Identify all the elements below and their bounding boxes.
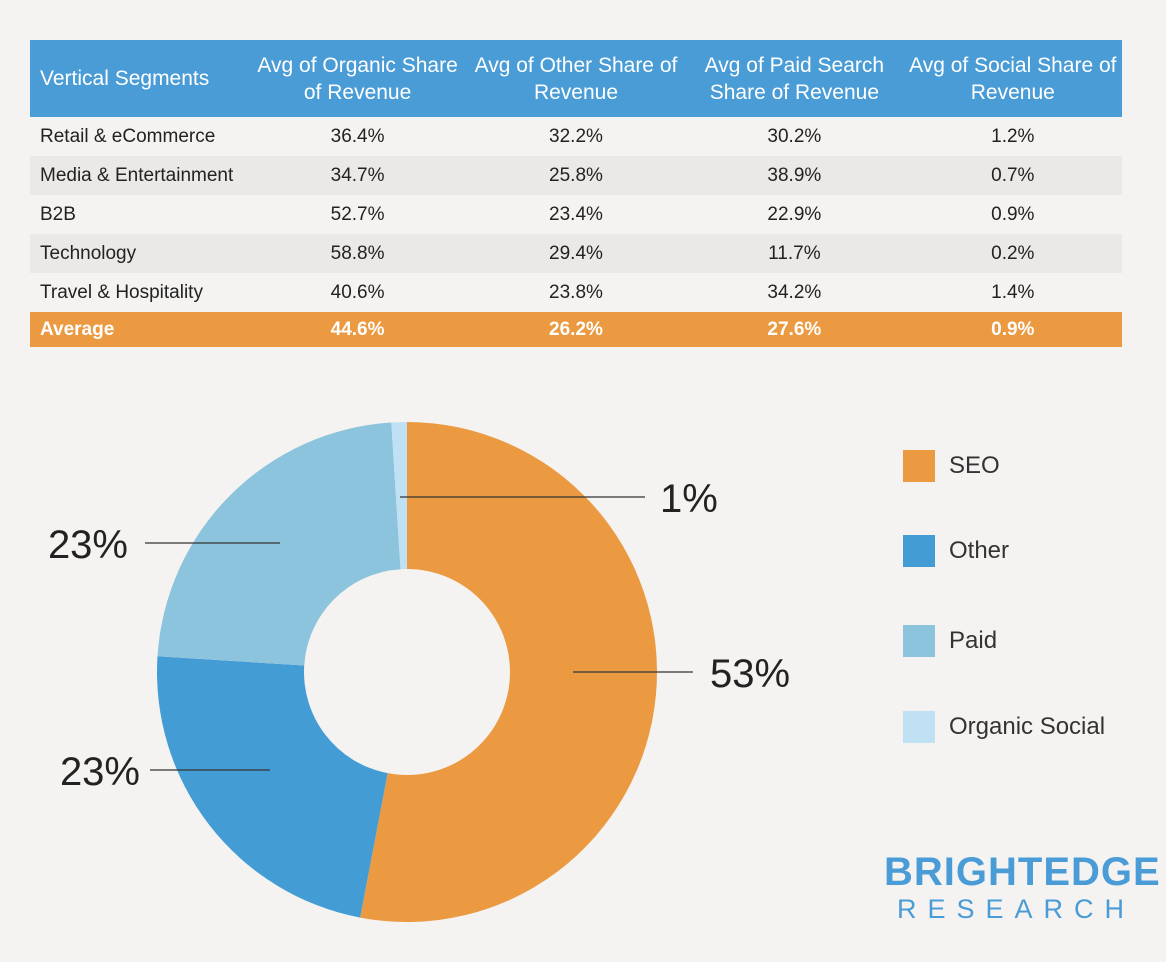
data-label-organic-social: 1% <box>660 477 718 521</box>
donut-slice-paid <box>157 422 401 666</box>
other-share: 32.2% <box>549 125 603 147</box>
average-row: Average 44.6% 26.2% 27.6% 0.9% <box>30 312 1122 347</box>
data-label-other: 23% <box>60 750 140 794</box>
column-header-other: Avg of Other Share of Revenue <box>466 40 686 117</box>
social-share: 0.9% <box>991 203 1035 225</box>
logo-subtitle: RESEARCH <box>896 894 1135 924</box>
column-header-organic: Avg of Organic Share of Revenue <box>248 40 467 117</box>
organic-share: 52.7% <box>330 203 385 225</box>
donut-slice-other <box>157 656 388 918</box>
revenue-share-table: Vertical Segments Avg of Organic Share o… <box>30 40 1122 347</box>
table-row: Retail & eCommerce 36.4% 32.2% 30.2% 1.2… <box>30 117 1122 156</box>
social-share: 0.2% <box>903 234 1122 273</box>
table-header-row: Vertical Segments Avg of Organic Share o… <box>30 40 1122 117</box>
organic-share: 36.4% <box>330 125 385 147</box>
segment-name: B2B <box>40 203 76 225</box>
legend-swatch-seo <box>903 450 935 482</box>
segment-name: Retail & eCommerce <box>40 125 216 147</box>
legend-label-paid: Paid <box>949 627 998 654</box>
social-share: 0.7% <box>903 156 1122 195</box>
organic-share: 58.8% <box>248 234 467 273</box>
other-share: 23.8% <box>549 281 603 303</box>
legend-label-organic-social: Organic Social <box>949 713 1106 740</box>
segment-name: Technology <box>30 234 249 273</box>
organic-share: 40.6% <box>330 281 385 303</box>
legend-swatch-other <box>903 535 935 567</box>
paid-search-share: 22.9% <box>767 203 822 225</box>
social-share: 1.2% <box>991 125 1035 147</box>
column-header-social: Avg of Social Share of Revenue <box>903 40 1122 117</box>
average-paid-search: 27.6% <box>685 312 904 347</box>
legend-swatch-paid <box>903 625 935 657</box>
column-header-vertical-segments: Vertical Segments <box>30 40 249 117</box>
column-header-paid-search: Avg of Paid Search Share of Revenue <box>685 40 904 117</box>
other-share: 29.4% <box>466 234 686 273</box>
organic-share: 34.7% <box>248 156 467 195</box>
data-label-seo: 53% <box>710 652 790 696</box>
segment-name: Media & Entertainment <box>30 156 249 195</box>
average-social: 0.9% <box>903 312 1122 347</box>
average-label: Average <box>30 312 249 347</box>
data-label-paid: 23% <box>48 523 128 567</box>
paid-search-share: 38.9% <box>685 156 904 195</box>
legend-label-seo: SEO <box>949 452 1000 479</box>
other-share: 25.8% <box>466 156 686 195</box>
paid-search-share: 11.7% <box>685 234 904 273</box>
donut-slice-organic-social <box>391 422 407 570</box>
average-other: 26.2% <box>466 312 686 347</box>
donut-chart: 53% 23% 23% 1% <box>48 422 790 922</box>
paid-search-share: 30.2% <box>767 125 822 147</box>
social-share: 1.4% <box>991 281 1035 303</box>
donut-slice-seo <box>360 422 657 922</box>
segment-name: Travel & Hospitality <box>40 281 203 303</box>
other-share: 23.4% <box>549 203 603 225</box>
brightedge-research-logo: BRIGHTEDGE RESEARCH <box>884 850 1161 924</box>
paid-search-share: 34.2% <box>767 281 822 303</box>
table-row: B2B 52.7% 23.4% 22.9% 0.9% <box>30 195 1122 234</box>
logo-wordmark: BRIGHTEDGE <box>884 850 1161 894</box>
table-row: Media & Entertainment 34.7% 25.8% 38.9% … <box>30 156 1122 195</box>
legend-swatch-organic-social <box>903 711 935 743</box>
average-organic: 44.6% <box>248 312 467 347</box>
table-row: Travel & Hospitality 40.6% 23.8% 34.2% 1… <box>30 273 1122 312</box>
table-row: Technology 58.8% 29.4% 11.7% 0.2% <box>30 234 1122 273</box>
legend-label-other: Other <box>949 537 1010 564</box>
